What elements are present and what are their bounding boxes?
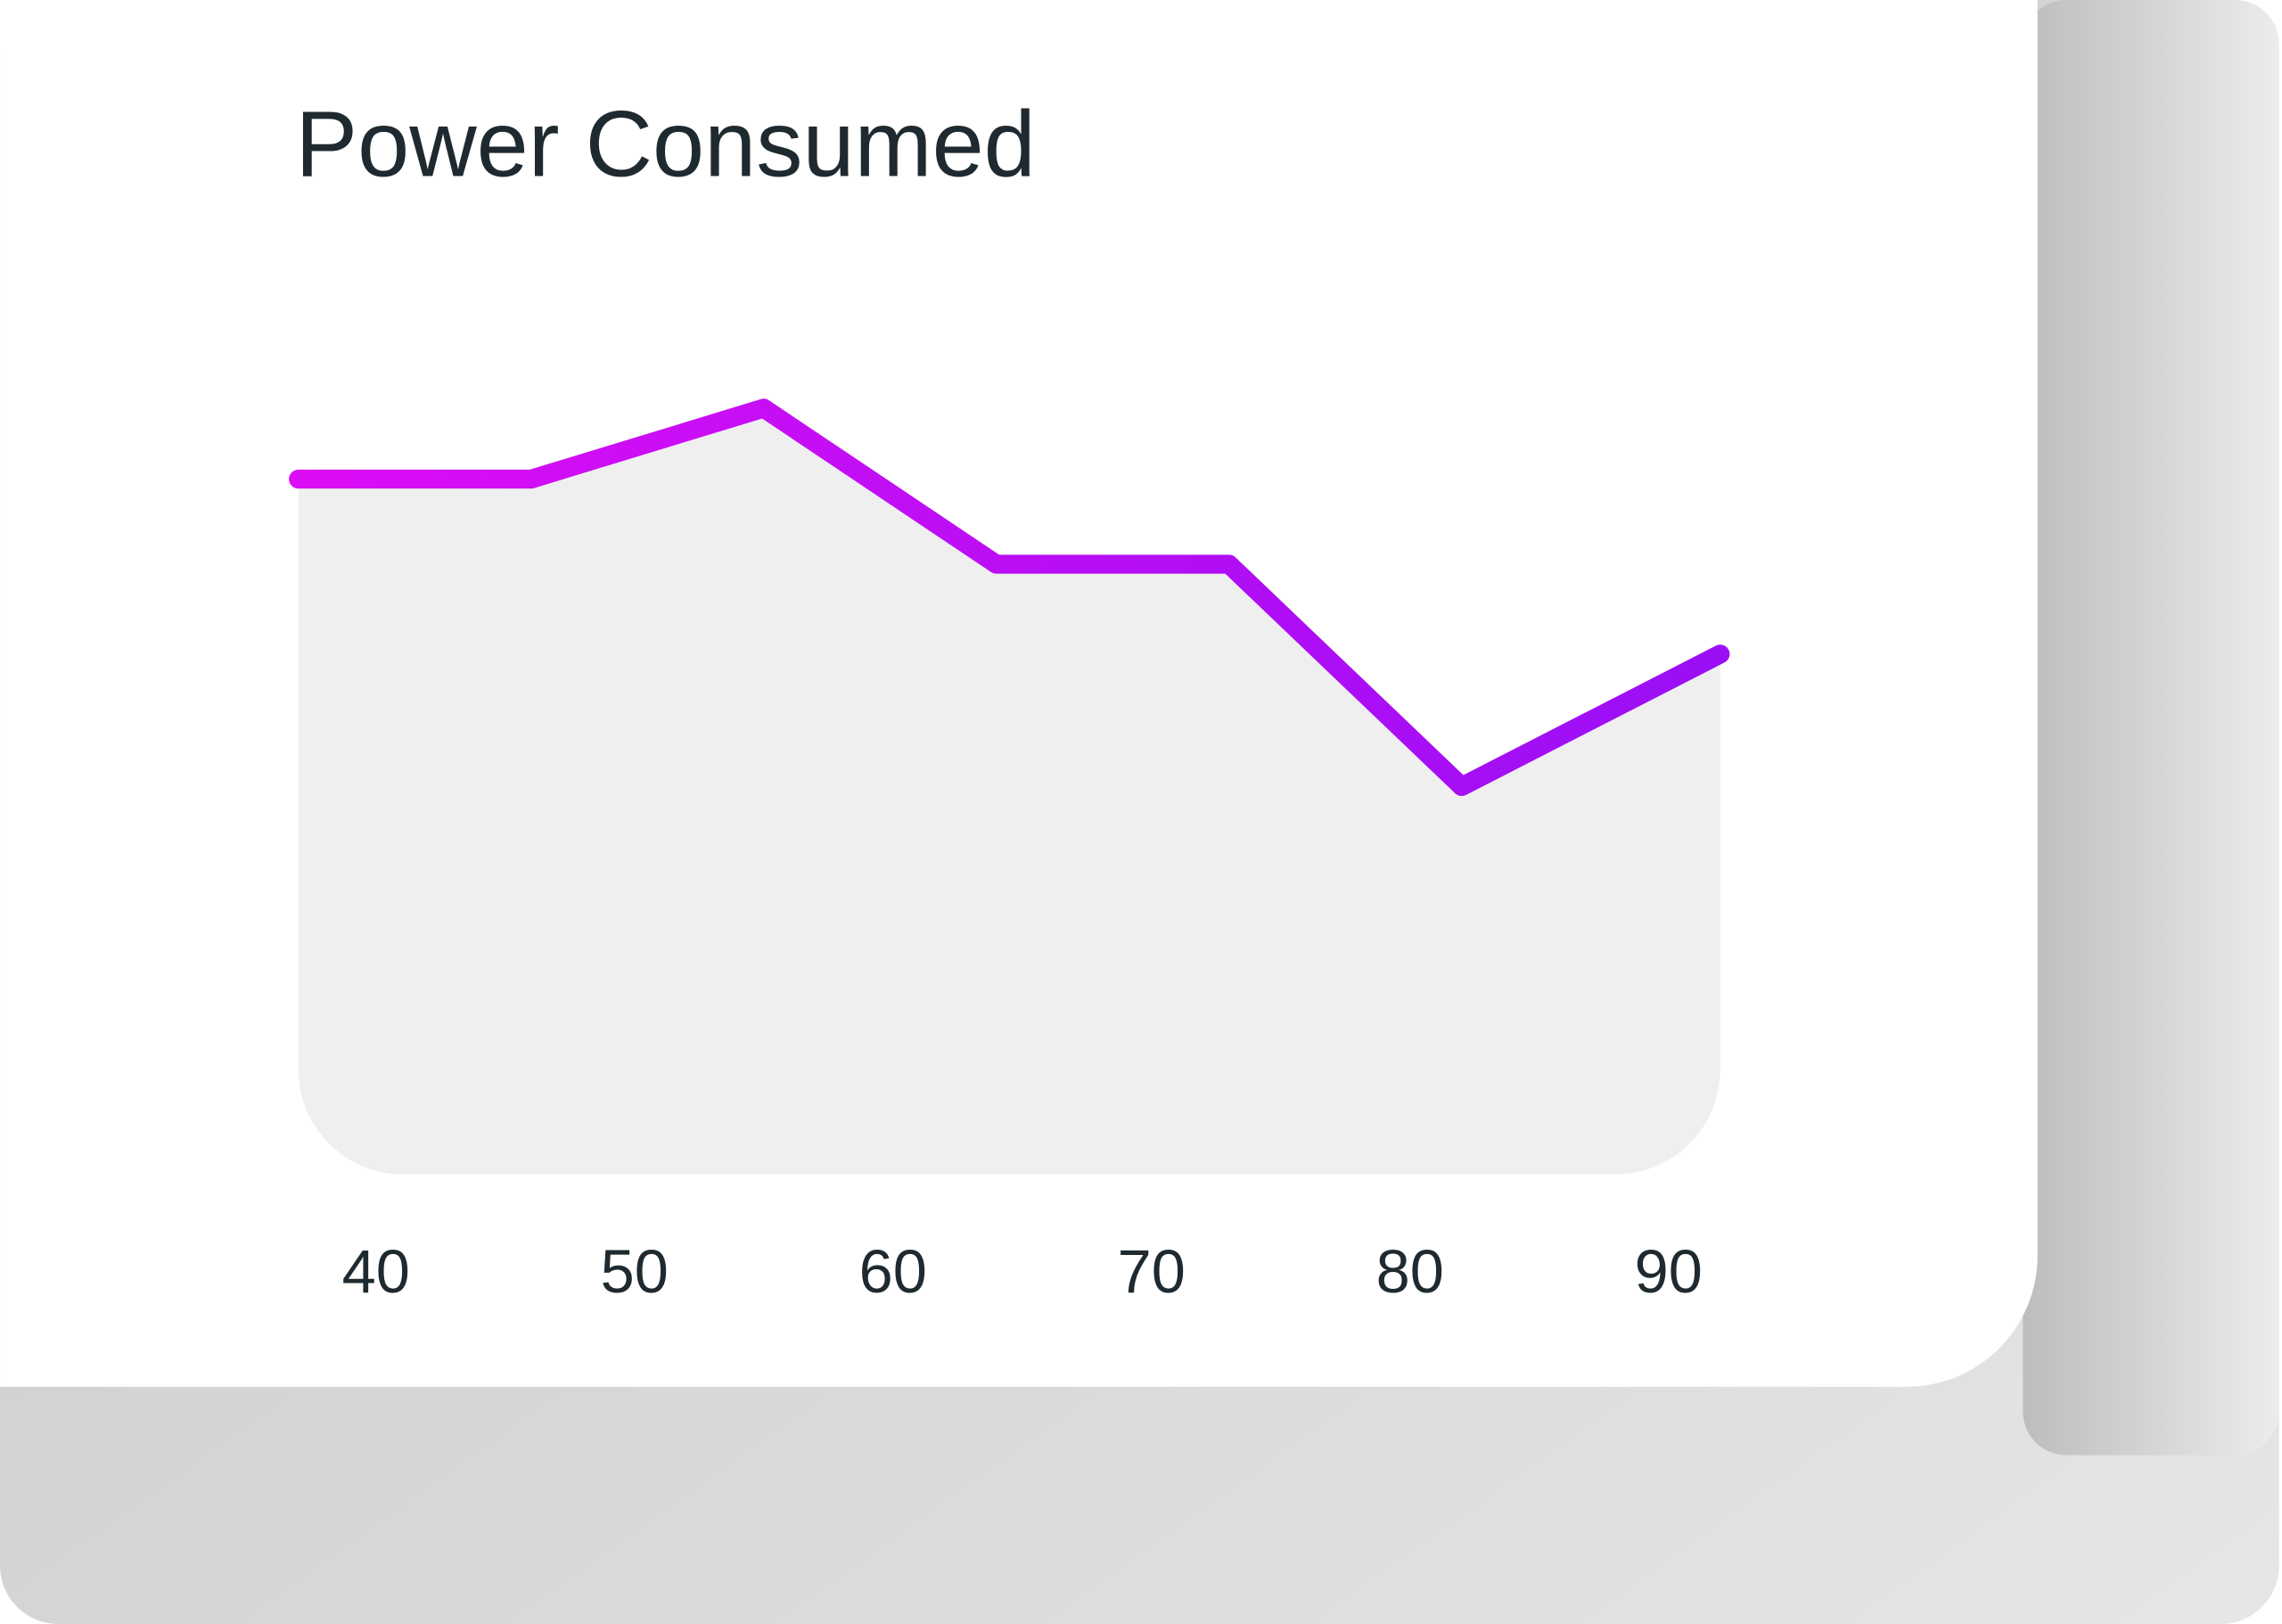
line <box>289 398 1730 797</box>
x-tick-label: 70 <box>1118 1237 1186 1306</box>
x-tick-label: 40 <box>342 1237 410 1306</box>
x-tick-label: 90 <box>1635 1237 1703 1306</box>
area <box>298 407 1720 1175</box>
x-tick-label: 60 <box>859 1237 927 1306</box>
x-tick-label: 80 <box>1376 1237 1444 1306</box>
chart-title: Power Consumed <box>295 93 1035 197</box>
x-tick-label: 50 <box>601 1237 669 1306</box>
backdrop-side <box>2023 0 2279 1456</box>
